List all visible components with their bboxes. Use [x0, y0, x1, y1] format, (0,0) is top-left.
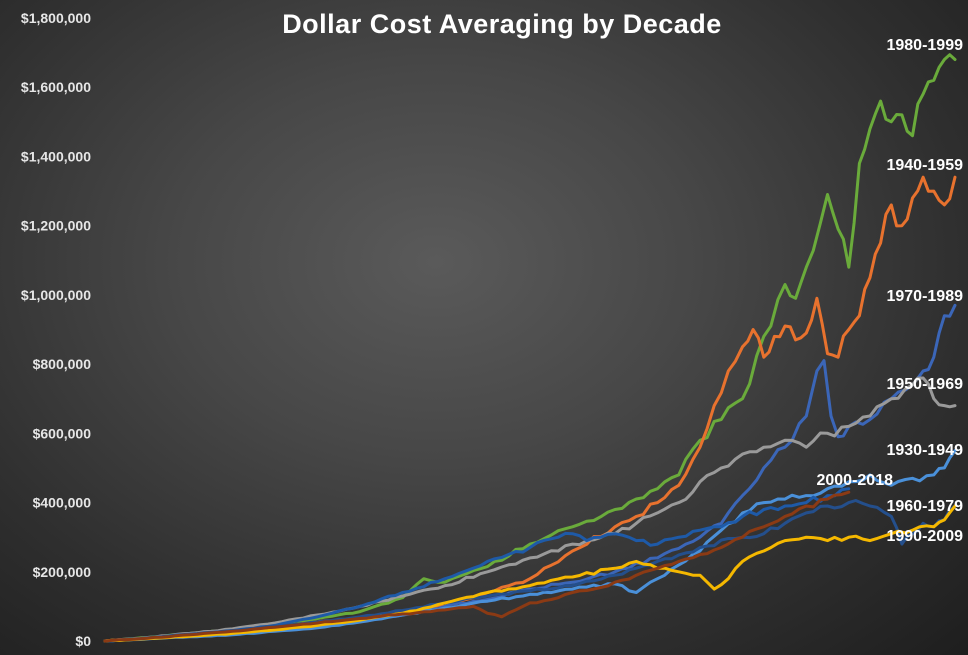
- y-tick-label: $1,800,000: [21, 10, 91, 26]
- y-tick-label: $1,600,000: [21, 79, 91, 95]
- y-tick-label: $1,000,000: [21, 287, 91, 303]
- chart-title: Dollar Cost Averaging by Decade: [282, 9, 722, 39]
- y-tick-label: $0: [75, 633, 91, 649]
- y-tick-label: $1,200,000: [21, 218, 91, 234]
- series-labels: 1980-1999 1940-1959 1970-1989 1950-1969 1930…: [816, 37, 963, 545]
- series-line-unlabeled: [103, 490, 851, 643]
- series-label-1990-2009: 1990-2009: [886, 528, 963, 545]
- y-tick-label: $200,000: [33, 564, 92, 580]
- series-lines: [103, 53, 957, 643]
- series-label-2000-2018: 2000-2018: [816, 472, 893, 489]
- series-line-1950-1969: [103, 376, 957, 643]
- series-label-1960-1979: 1960-1979: [886, 498, 963, 515]
- series-line-1990-2009: [103, 504, 957, 643]
- series-label-1970-1989: 1970-1989: [886, 288, 963, 305]
- series-label-1950-1969: 1950-1969: [886, 376, 963, 393]
- series-label-1930-1949: 1930-1949: [886, 442, 963, 459]
- y-axis: $0 $200,000 $400,000 $600,000 $800,000 $1,000…: [21, 10, 91, 649]
- y-tick-label: $800,000: [33, 356, 92, 372]
- series-line-1960-1979: [103, 499, 957, 643]
- series-line-1940-1959: [103, 175, 957, 643]
- y-tick-label: $1,400,000: [21, 148, 91, 164]
- y-tick-label: $600,000: [33, 425, 92, 441]
- y-tick-label: $400,000: [33, 495, 92, 511]
- series-label-1940-1959: 1940-1959: [886, 157, 963, 174]
- series-label-1980-1999: 1980-1999: [886, 37, 963, 54]
